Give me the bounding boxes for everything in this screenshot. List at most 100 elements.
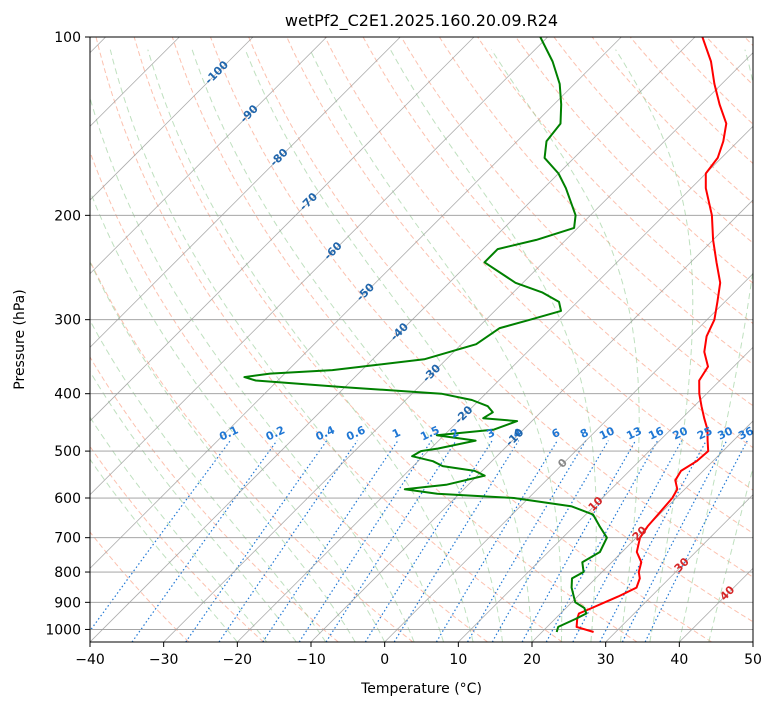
mixing-ratio-line [521,440,637,642]
isotherm-line [458,346,753,642]
dry-adiabat-line [90,259,414,642]
y-tick-label: 700 [54,531,81,547]
moist-adiabat-line [244,49,533,642]
moist-adiabat-line [191,49,503,642]
dry-adiabat-line [553,37,753,244]
x-tick-label: 50 [744,652,762,668]
mixing-ratio-line [298,440,432,642]
isotherm-line [237,125,753,642]
dry-adiabat-line [133,37,638,642]
y-tick-label: 200 [54,208,81,224]
isotherm-line [163,52,753,642]
moist-adiabat-line [90,370,297,642]
isotherm-line [90,37,327,275]
mixing-ratio-line [185,440,328,642]
mixing-ratio-label: 0.1 [217,423,240,443]
isotherm-label: -20 [452,403,475,426]
x-tick-label: 0 [380,652,389,668]
dry-adiabat-line [706,37,753,86]
x-axis-title: Temperature (°C) [360,681,482,697]
moist-adiabat-line [389,49,597,642]
moist-adiabat-line [490,49,640,642]
dry-adiabat-line [400,37,753,407]
dry-adiabat-line [668,37,753,125]
mixing-ratio-line [218,440,358,642]
dry-adiabat-line [591,37,753,204]
isotherm-line [310,199,753,642]
dry-adiabat-line [324,37,753,491]
temperature-profile-line [575,37,728,633]
mixing-ratio-line [572,440,683,642]
chart-title: wetPf2_C2E1.2025.160.20.09.R24 [285,11,558,31]
isotherm-label: -50 [354,280,377,303]
dry-adiabat-line [90,150,488,642]
x-tick-label: 20 [523,652,541,668]
dry-adiabat-line [90,531,190,642]
dry-adiabat-line [248,37,753,578]
y-tick-label: 1000 [45,622,81,638]
dry-adiabat-label: 10 [586,494,606,514]
isotherm-label: 0 [555,456,570,471]
y-tick-label: 600 [54,491,81,507]
moist-adiabat-line [90,319,327,642]
y-tick-label: 400 [54,387,81,403]
mixing-ratio-label: 30 [716,424,736,442]
dry-adiabat-line [210,37,753,623]
y-tick-label: 900 [54,595,81,611]
dry-adiabat-line [90,356,339,642]
dry-adiabat-line [90,445,264,642]
moist-adiabat-line [90,96,415,642]
mixing-ratio-line [90,440,231,632]
mixing-ratio-line [325,440,457,642]
mixing-ratio-label: 16 [646,424,666,442]
mixing-ratio-label: 36 [736,424,756,442]
plot-frame [89,36,754,643]
x-tick-label: −10 [296,652,326,668]
mixing-ratio-label: 0.2 [264,423,287,443]
dry-adiabat-line [362,37,753,449]
isotherm-line [752,641,753,642]
y-tick-label: 800 [54,565,81,581]
mixing-ratio-label: 20 [671,424,691,442]
y-tick-label: 100 [54,30,81,46]
x-tick-label: −20 [223,652,253,668]
dry-adiabat-line [438,37,753,366]
moist-adiabat-line [90,260,356,642]
moist-adiabat-line [147,49,474,642]
mixing-ratio-label: 1 [390,426,402,441]
isotherm-label: -80 [267,146,290,169]
dry-adiabat-line [171,37,712,642]
isotherm-label: -40 [388,320,411,343]
isotherm-label: -90 [238,102,261,125]
y-tick-label: 500 [54,444,81,460]
moist-adiabat-line [678,49,753,642]
mixing-ratio-line [644,440,748,642]
mixing-ratio-line [435,440,558,642]
isotherm-label: -100 [202,58,231,87]
isotherm-label: -60 [321,239,344,262]
mixing-ratio-line [364,440,493,642]
dry-adiabat-label: 40 [717,583,737,603]
dry-adiabat-line [95,37,563,642]
mixing-ratio-label: 10 [597,424,617,442]
x-tick-label: 40 [670,652,688,668]
mixing-ratio-label: 13 [624,424,643,442]
x-tick-label: −40 [75,652,105,668]
y-tick-label: 300 [54,313,81,329]
mixing-ratio-line [545,440,659,642]
isotherm-label: -70 [297,190,320,213]
isotherm-line [90,37,401,348]
mixing-ratio-line [131,440,278,642]
mixing-ratio-line [466,440,587,642]
mixing-ratio-label: 25 [695,424,714,442]
x-tick-label: −30 [149,652,179,668]
isotherm-line [679,567,753,642]
moist-adiabat-line [615,49,694,642]
moist-adiabat-line [708,466,753,642]
dry-adiabat-line [515,37,753,284]
isotherm-label: -10 [503,426,526,449]
dry-adiabat-line [744,37,753,47]
moist-adiabat-line [109,49,445,642]
